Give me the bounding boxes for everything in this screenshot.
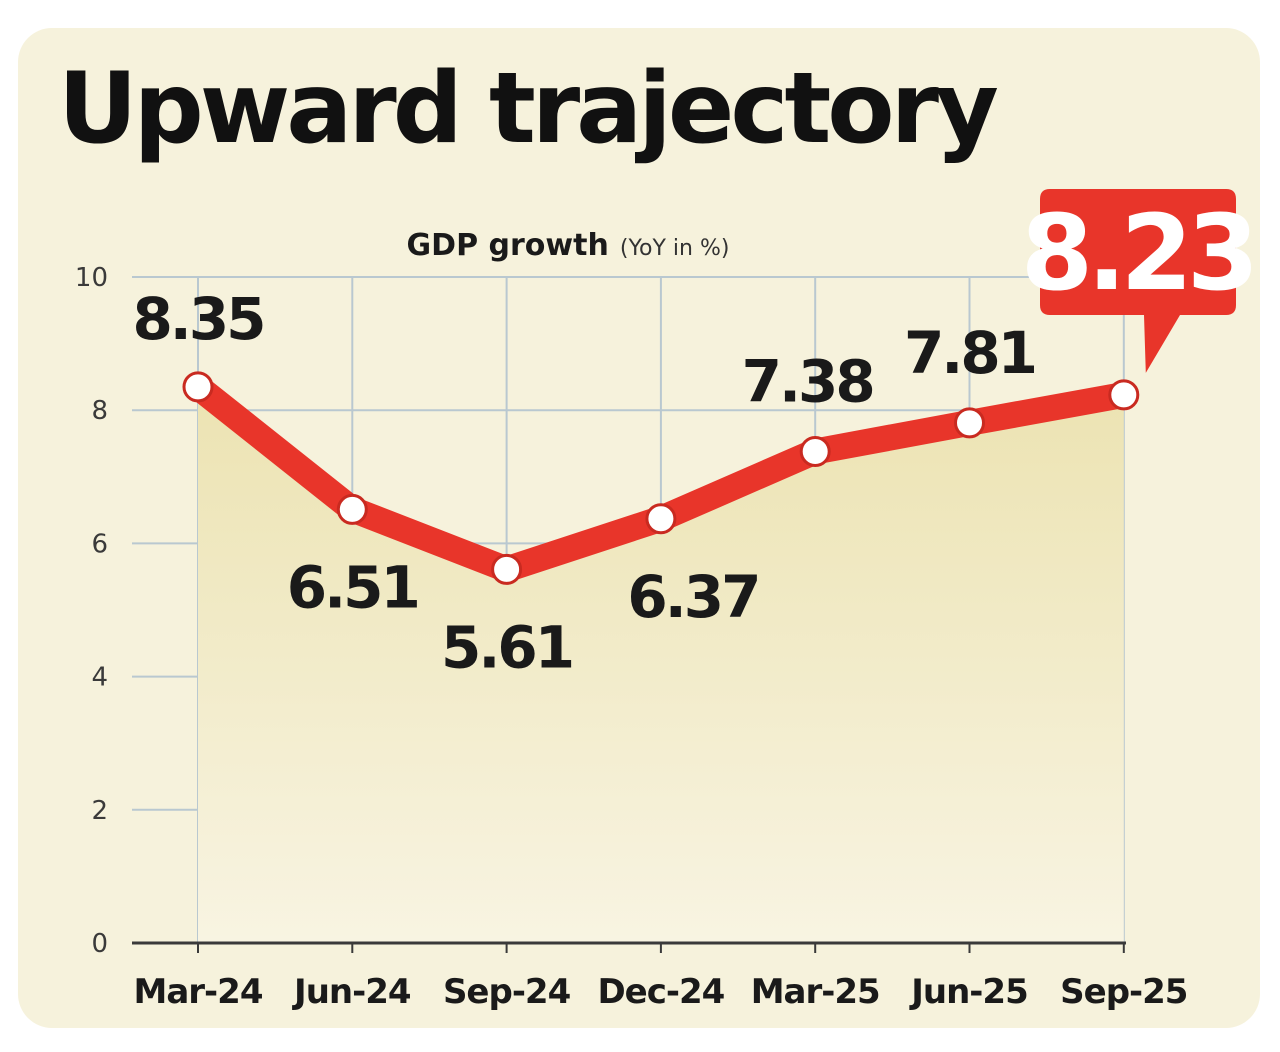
data-labels: 8.35 6.51 5.61 6.37 7.38 7.818.23 bbox=[132, 189, 1259, 681]
data-points bbox=[182, 371, 1140, 585]
y-tick-label: 4 bbox=[91, 663, 108, 693]
y-tick-label: 6 bbox=[91, 529, 108, 559]
y-tick-label: 8 bbox=[91, 396, 108, 426]
x-tick-label: Mar-25 bbox=[751, 972, 880, 1012]
highlight-callout-box bbox=[1040, 189, 1236, 373]
x-tick-label: Jun-25 bbox=[909, 972, 1028, 1012]
y-tick-label: 0 bbox=[91, 929, 108, 959]
y-tick-label: 10 bbox=[75, 263, 108, 293]
x-tick-label: Jun-24 bbox=[292, 972, 411, 1012]
chart-title: Upward trajectory bbox=[58, 52, 999, 166]
x-tick-label: Dec-24 bbox=[597, 972, 724, 1012]
data-point bbox=[1108, 379, 1140, 411]
area-fill bbox=[198, 386, 1124, 943]
data-label-highlight: 8.23 bbox=[1021, 192, 1254, 314]
chart-subtitle: GDP growth (YoY in %) bbox=[407, 228, 730, 263]
data-label: 7.38 bbox=[742, 347, 873, 415]
data-point bbox=[336, 493, 368, 525]
data-point bbox=[954, 407, 985, 439]
area-under-line bbox=[198, 386, 1124, 943]
y-tick-label: 2 bbox=[91, 796, 108, 826]
axes: 0 2 4 6 8 10 Mar-24 Jun-24 Sep-24 Dec-24 Mar-25 Jun… bbox=[75, 263, 1189, 1012]
data-label: 6.37 bbox=[627, 563, 758, 631]
data-label: 6.51 bbox=[287, 553, 418, 621]
data-label: 7.81 bbox=[904, 319, 1035, 387]
data-point bbox=[645, 503, 677, 535]
x-tick-label: Sep-24 bbox=[443, 972, 571, 1012]
x-tick-label: Mar-24 bbox=[134, 972, 263, 1012]
data-label: 5.61 bbox=[441, 613, 572, 681]
data-point bbox=[799, 435, 831, 467]
subtitle-main: GDP growth bbox=[407, 228, 609, 263]
data-point bbox=[182, 371, 214, 403]
subtitle-unit: (YoY in %) bbox=[620, 236, 730, 261]
data-label: 8.35 bbox=[132, 285, 263, 353]
data-point bbox=[491, 553, 523, 585]
x-tick-label: Sep-25 bbox=[1060, 972, 1187, 1012]
